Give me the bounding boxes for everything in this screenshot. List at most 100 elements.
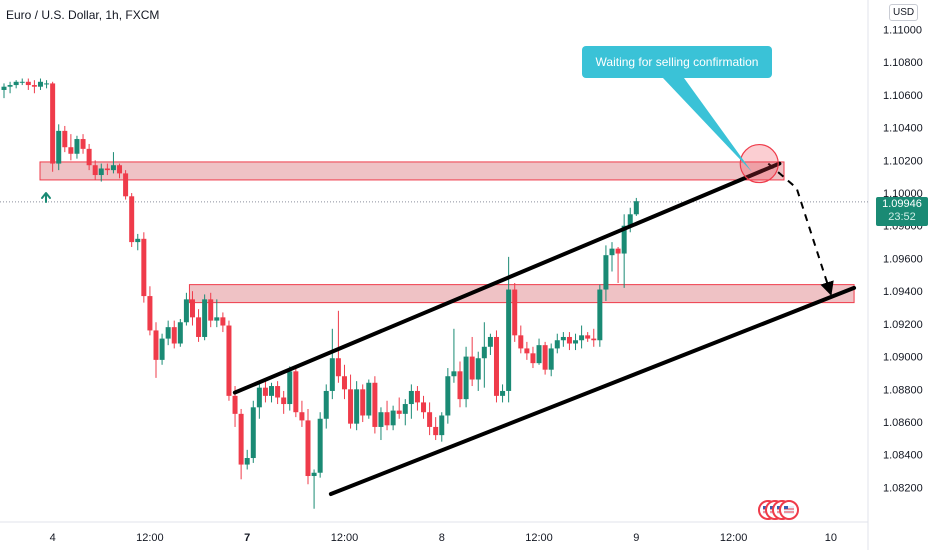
candle[interactable] — [560, 332, 566, 347]
candle[interactable] — [1, 83, 7, 99]
candle[interactable] — [481, 322, 487, 388]
event-flags-icon[interactable] — [758, 500, 799, 520]
candle[interactable] — [500, 384, 506, 403]
candle[interactable] — [384, 400, 390, 431]
candle[interactable] — [566, 332, 572, 351]
candle[interactable] — [493, 330, 499, 403]
candle[interactable] — [117, 163, 123, 179]
candle[interactable] — [396, 397, 402, 419]
candle[interactable] — [463, 346, 469, 408]
candle[interactable] — [31, 80, 37, 94]
candle[interactable] — [86, 143, 92, 171]
candle[interactable] — [50, 81, 56, 172]
candle[interactable] — [506, 256, 512, 403]
candle[interactable] — [591, 328, 597, 347]
candle[interactable] — [451, 328, 457, 383]
candle[interactable] — [354, 381, 360, 431]
candle[interactable] — [269, 382, 275, 403]
projection-arrow[interactable] — [767, 162, 834, 296]
candle[interactable] — [360, 384, 366, 423]
candle[interactable] — [220, 312, 226, 333]
candle[interactable] — [196, 309, 202, 342]
candle[interactable] — [287, 366, 293, 411]
candle[interactable] — [524, 341, 530, 360]
candle[interactable] — [366, 379, 372, 419]
candle[interactable] — [536, 338, 542, 365]
candle[interactable] — [457, 361, 463, 408]
candle[interactable] — [609, 242, 615, 272]
candle[interactable] — [603, 245, 609, 301]
candle[interactable] — [311, 469, 317, 509]
candle[interactable] — [153, 322, 159, 378]
candle[interactable] — [433, 417, 439, 441]
candle[interactable] — [275, 381, 281, 405]
candle[interactable] — [68, 134, 74, 161]
resistance-zone[interactable] — [188, 284, 855, 304]
candle[interactable] — [7, 81, 13, 94]
candle[interactable] — [445, 368, 451, 424]
candle[interactable] — [208, 292, 214, 328]
candle[interactable] — [335, 310, 341, 383]
candle[interactable] — [104, 163, 110, 176]
candle[interactable] — [402, 399, 408, 426]
highlight-circle[interactable] — [739, 143, 779, 184]
candle[interactable] — [518, 325, 524, 354]
candle[interactable] — [202, 294, 208, 341]
candle[interactable] — [80, 134, 86, 154]
candle[interactable] — [329, 328, 335, 400]
candle[interactable] — [293, 368, 299, 418]
candle[interactable] — [475, 351, 481, 391]
candle[interactable] — [469, 336, 475, 387]
candle[interactable] — [44, 80, 50, 89]
candle[interactable] — [98, 163, 104, 182]
candle[interactable] — [615, 247, 621, 283]
candle[interactable] — [621, 214, 627, 288]
resistance-zone[interactable] — [39, 161, 785, 181]
candle[interactable] — [183, 292, 189, 326]
candle[interactable] — [408, 384, 414, 419]
candle[interactable] — [421, 395, 427, 419]
candle[interactable] — [548, 343, 554, 377]
candle[interactable] — [238, 408, 244, 480]
candle[interactable] — [177, 318, 183, 347]
candle[interactable] — [244, 449, 250, 470]
candle[interactable] — [554, 333, 560, 354]
channel-upper-line[interactable] — [232, 161, 782, 395]
candle[interactable] — [189, 291, 195, 326]
candle[interactable] — [427, 402, 433, 436]
candle[interactable] — [19, 78, 25, 86]
candle[interactable] — [579, 325, 585, 349]
candle[interactable] — [542, 341, 548, 375]
candle[interactable] — [256, 381, 262, 419]
candle[interactable] — [633, 197, 639, 216]
candle[interactable] — [13, 80, 19, 89]
candle[interactable] — [171, 320, 177, 349]
candle[interactable] — [341, 364, 347, 400]
candle[interactable] — [123, 170, 129, 200]
candle[interactable] — [92, 160, 98, 180]
candle[interactable] — [585, 332, 591, 342]
candle[interactable] — [250, 400, 256, 463]
candle[interactable] — [129, 193, 135, 248]
candle[interactable] — [214, 299, 220, 328]
candle[interactable] — [37, 78, 43, 90]
candle[interactable] — [372, 376, 378, 434]
candle[interactable] — [141, 232, 147, 303]
candle[interactable] — [226, 320, 232, 401]
candle[interactable] — [317, 412, 323, 478]
candle[interactable] — [487, 333, 493, 355]
candle[interactable] — [56, 124, 62, 171]
candle[interactable] — [74, 135, 80, 159]
candle[interactable] — [299, 400, 305, 427]
candle[interactable] — [147, 286, 153, 336]
channel-lower-line[interactable] — [328, 285, 857, 497]
candle[interactable] — [305, 408, 311, 485]
candle[interactable] — [62, 125, 68, 153]
currency-button[interactable]: USD — [889, 4, 919, 21]
candle[interactable] — [597, 284, 603, 347]
candle[interactable] — [439, 412, 445, 442]
candle[interactable] — [281, 390, 287, 414]
candle[interactable] — [323, 384, 329, 429]
